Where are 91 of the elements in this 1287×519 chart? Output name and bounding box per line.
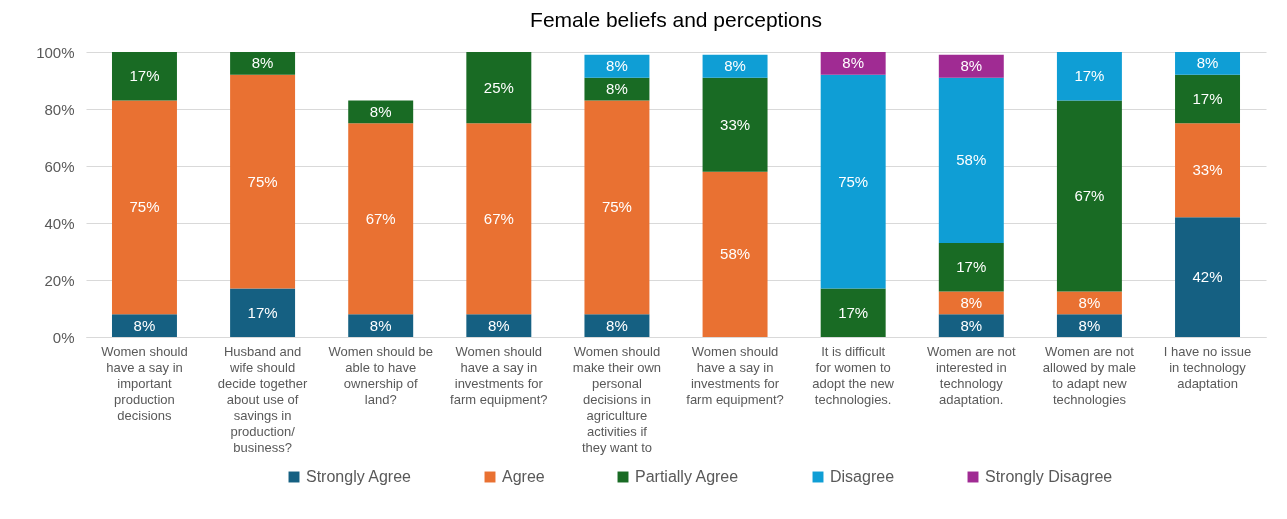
data-label: 42% — [1192, 268, 1223, 286]
x-tick-label: Women should make their own personal decisions in agriculture activities if they want to — [572, 343, 662, 455]
x-tick-label: Husband and wife should decide together about use of savings in production/ business? — [217, 343, 309, 455]
x-tick-label: Women should be able to have ownership of land? — [328, 343, 433, 407]
data-label: 8% — [606, 80, 628, 98]
bar — [1056, 314, 1122, 337]
data-label: 8% — [1196, 54, 1219, 72]
bar — [1175, 123, 1241, 218]
data-label: 67% — [1074, 186, 1105, 204]
y-tick-label: 20% — [44, 271, 75, 289]
data-label: 8% — [133, 316, 156, 334]
data-label: 8% — [606, 57, 628, 75]
x-tick-label: I have no issue in technology adaptation — [1163, 343, 1252, 391]
bar — [820, 52, 886, 75]
bar — [466, 123, 532, 315]
bar — [584, 54, 650, 78]
bar — [702, 77, 768, 172]
data-label: 8% — [960, 293, 983, 311]
bar — [584, 100, 650, 315]
bar — [820, 74, 886, 289]
bar — [938, 291, 1004, 315]
x-tick-label: Women should have a say in investments for farm equipment? — [450, 343, 548, 407]
data-label: 67% — [483, 209, 514, 227]
bar — [938, 54, 1004, 78]
data-label: 17% — [838, 303, 869, 321]
bar — [1056, 291, 1122, 315]
bar — [820, 288, 886, 337]
bar — [348, 100, 414, 124]
bar — [230, 74, 296, 289]
data-label: 8% — [960, 316, 983, 334]
x-tick-label: Women are not interested in technology adaptation. — [926, 343, 1016, 407]
bar — [111, 100, 177, 315]
y-tick-label: 100% — [36, 43, 75, 61]
data-label: 8% — [251, 54, 274, 72]
y-tick-label: 0% — [52, 328, 75, 346]
data-label: 17% — [956, 258, 987, 276]
x-tick-label: Women should have a say in important production decisions — [101, 343, 188, 423]
data-label: 17% — [1074, 67, 1105, 85]
bar — [1056, 100, 1122, 292]
bar — [466, 52, 532, 124]
bar — [1175, 74, 1241, 124]
bar — [938, 242, 1004, 292]
bar — [111, 52, 177, 101]
bar — [466, 314, 532, 337]
data-label: 17% — [247, 303, 278, 321]
x-tick-label: It is difficult for women to adopt the new technologies. — [812, 343, 895, 407]
data-label: 75% — [247, 172, 278, 190]
data-label: 8% — [960, 57, 983, 75]
legend-label: Strongly Disagree — [985, 468, 1113, 485]
bar — [230, 52, 296, 75]
data-label: 58% — [956, 151, 987, 169]
bar — [584, 314, 650, 337]
x-tick-label: Women should have a say in investments for farm equipment? — [686, 343, 784, 407]
data-label: 8% — [369, 102, 392, 120]
data-label: 25% — [483, 78, 514, 96]
data-label: 8% — [487, 316, 510, 334]
legend-label: Strongly Agree — [306, 468, 412, 485]
bar — [702, 171, 768, 337]
data-label: 8% — [1078, 316, 1101, 334]
data-label: 17% — [129, 67, 160, 85]
legend-label: Partially Agree — [635, 468, 739, 485]
bar — [1056, 52, 1122, 101]
bar — [230, 288, 296, 337]
data-label: 8% — [842, 54, 865, 72]
data-label: 8% — [1078, 293, 1101, 311]
y-tick-label: 40% — [44, 214, 75, 232]
y-tick-label: 80% — [44, 100, 75, 118]
bar — [1175, 52, 1241, 75]
data-label: 8% — [724, 57, 746, 75]
bar — [348, 314, 414, 337]
bar — [1175, 217, 1241, 337]
x-tick-label: Women are not allowed by male to adapt new technologies — [1042, 343, 1137, 407]
data-label: 8% — [606, 316, 628, 334]
data-label: 58% — [720, 245, 751, 263]
bar — [348, 123, 414, 315]
bar — [938, 77, 1004, 243]
data-label: 67% — [365, 209, 396, 227]
data-label: 33% — [720, 115, 751, 133]
bar — [938, 314, 1004, 337]
legend-label: Disagree — [830, 468, 895, 485]
data-label: 75% — [838, 172, 869, 190]
data-label: 33% — [1192, 161, 1223, 179]
chart-title: Female beliefs and perceptions — [530, 8, 822, 31]
bar — [702, 54, 768, 78]
data-label: 17% — [1192, 90, 1223, 108]
legend-label: Agree — [502, 468, 545, 485]
data-label: 75% — [129, 198, 160, 216]
y-tick-label: 60% — [44, 157, 75, 175]
data-label: 8% — [369, 316, 392, 334]
data-label: 75% — [601, 198, 632, 216]
bar — [111, 314, 177, 337]
